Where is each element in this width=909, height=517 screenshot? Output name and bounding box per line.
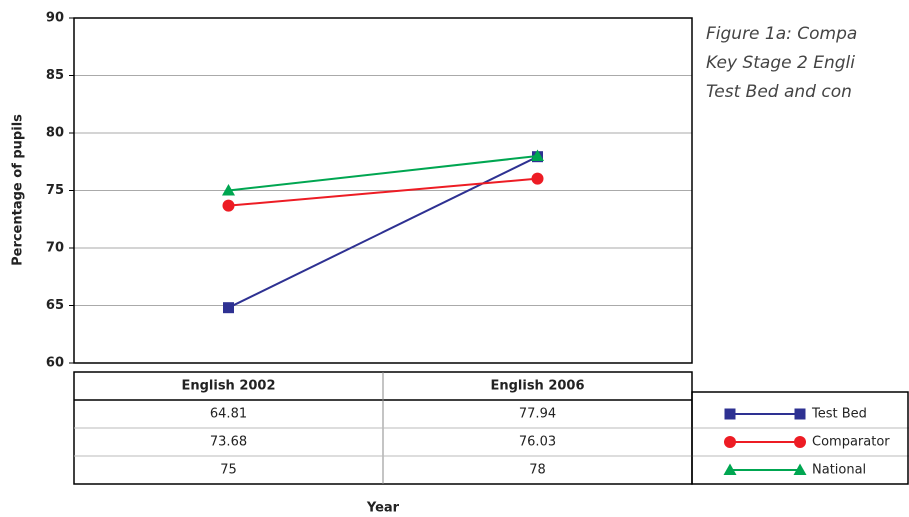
legend-label: Test Bed [811,407,867,422]
y-tick-label: 75 [46,183,64,198]
series-line [228,177,538,207]
chart-title: Figure 1a: Compa [706,24,857,44]
y-tick-label: 85 [46,68,64,83]
table-cell: 76.03 [519,435,556,450]
y-tick-label: 60 [46,356,64,371]
table-header: English 2002 [181,379,275,394]
table-cell: 78 [529,463,546,478]
legend-frame [691,391,909,485]
table-cell: 64.81 [210,407,247,422]
series-line [228,155,538,309]
legend-marker [793,463,807,475]
legend-marker [724,408,736,420]
data-point [222,184,235,196]
legend-marker [723,463,737,475]
legend-marker [794,408,806,420]
legend-label: Comparator [812,435,890,450]
y-tick-label: 65 [46,298,64,313]
x-axis-label: Year [366,501,400,516]
data-point [222,199,235,212]
table-cell: 73.68 [210,435,247,450]
chart-title: Test Bed and con [706,82,852,102]
table-header: English 2006 [490,379,584,394]
plot-frame [73,17,693,364]
data-point [531,149,544,161]
legend-marker [794,436,806,448]
legend-label: National [812,463,866,478]
y-axis-label: Percentage of pupils [11,114,26,266]
data-point [223,302,234,314]
y-tick-label: 90 [46,11,64,26]
table-cell: 77.94 [519,407,556,422]
series-line [228,155,538,192]
legend-marker [724,436,736,448]
y-tick-label: 70 [46,241,64,256]
chart-title: Key Stage 2 Engli [706,53,855,73]
y-tick-label: 80 [46,126,64,141]
table-cell: 75 [220,463,237,478]
data-point [531,172,544,185]
